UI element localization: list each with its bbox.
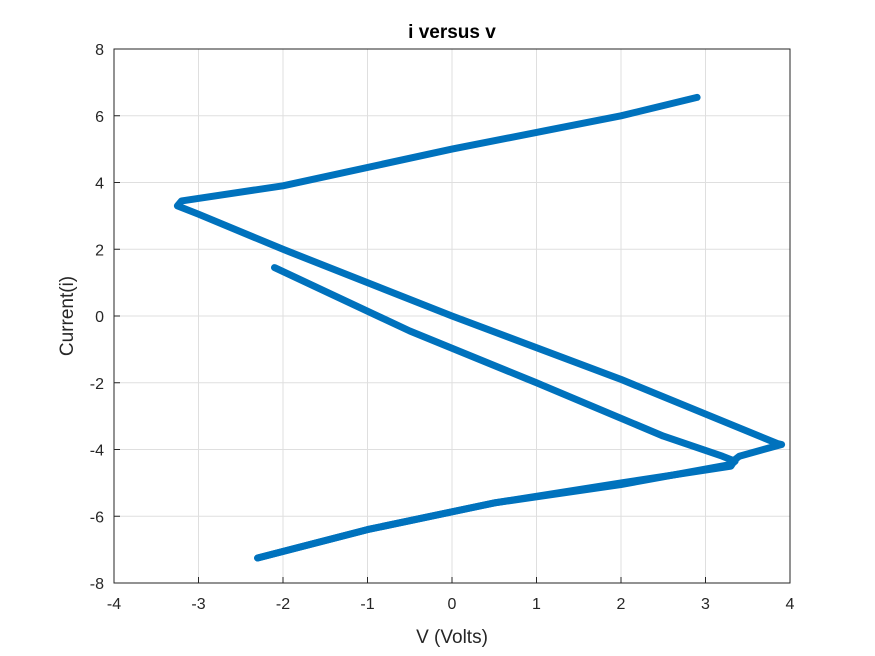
x-axis-label: V (Volts) bbox=[416, 627, 488, 648]
x-axis-ticks: -4 -3 -2 -1 0 1 2 3 4 bbox=[107, 577, 795, 613]
x-tick-label: 3 bbox=[701, 596, 710, 613]
x-tick-label: -3 bbox=[191, 596, 205, 613]
y-tick-label: -4 bbox=[90, 443, 104, 460]
y-tick-label: 6 bbox=[95, 109, 104, 126]
series-layer bbox=[173, 93, 786, 562]
x-tick-label: 0 bbox=[448, 596, 457, 613]
y-axis-ticks: -8 -6 -4 -2 0 2 4 6 8 bbox=[90, 42, 120, 593]
x-tick-label: 2 bbox=[617, 596, 626, 613]
y-tick-label: 8 bbox=[95, 42, 104, 59]
y-tick-label: 2 bbox=[95, 242, 104, 259]
x-tick-label: 4 bbox=[786, 596, 795, 613]
x-tick-label: 1 bbox=[532, 596, 541, 613]
y-tick-label: 4 bbox=[95, 176, 104, 193]
y-axis-label: Current(i) bbox=[57, 276, 78, 356]
series-line-1 bbox=[254, 264, 739, 562]
chart-title: i versus v bbox=[408, 22, 496, 43]
y-tick-label: 0 bbox=[95, 309, 104, 326]
x-tick-label: -2 bbox=[276, 596, 290, 613]
y-tick-label: -2 bbox=[90, 376, 104, 393]
series-line-2 bbox=[173, 93, 786, 562]
y-tick-label: -8 bbox=[90, 576, 104, 593]
x-tick-label: -1 bbox=[360, 596, 374, 613]
x-tick-label: -4 bbox=[107, 596, 121, 613]
y-tick-label: -6 bbox=[90, 509, 104, 526]
